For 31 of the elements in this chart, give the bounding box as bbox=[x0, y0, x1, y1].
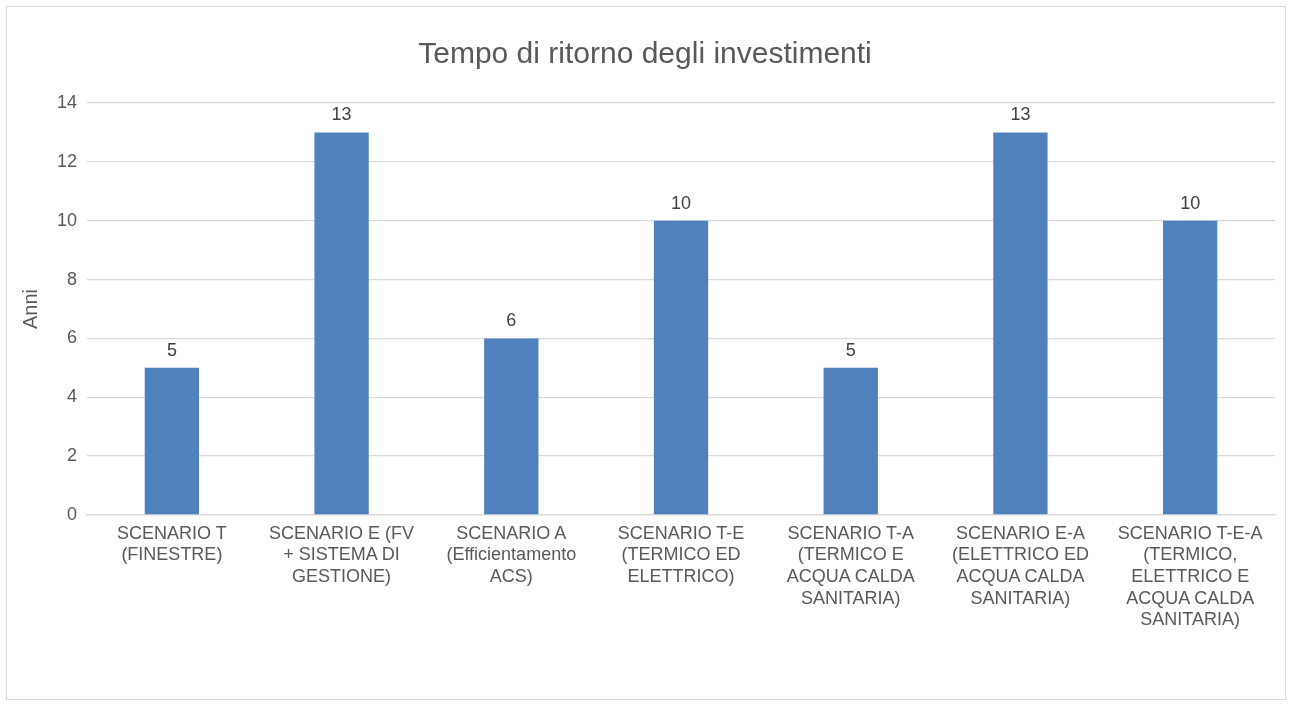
x-tick-label: SCENARIO A (Efficientamento ACS) bbox=[446, 522, 577, 586]
bar bbox=[314, 132, 369, 515]
y-tick-label: 10 bbox=[56, 209, 78, 230]
data-label: 13 bbox=[1010, 104, 1031, 125]
bar bbox=[144, 367, 200, 515]
data-label: 5 bbox=[845, 339, 856, 360]
chart-title: Tempo di ritorno degli investimenti bbox=[418, 36, 872, 70]
data-label: 10 bbox=[1180, 192, 1201, 213]
bar bbox=[823, 367, 878, 515]
bar bbox=[1162, 220, 1218, 515]
x-tick-label: SCENARIO T-A (TERMICO E ACQUA CALDA SANITARIA) bbox=[786, 522, 915, 608]
x-tick-label: SCENARIO E (FV + SISTEMA DI GESTIONE) bbox=[269, 522, 415, 586]
y-tick-label: 2 bbox=[67, 445, 78, 466]
x-tick-label: SCENARIO T-E-A (TERMICO, ELETTRICO E ACQUA CALDA SANITARIA) bbox=[1117, 522, 1263, 630]
data-label: 6 bbox=[506, 310, 517, 331]
data-label: 10 bbox=[671, 192, 692, 213]
data-label: 5 bbox=[166, 339, 177, 360]
x-tick-label: SCENARIO T-E (TERMICO ED ELETTRICO) bbox=[617, 522, 745, 586]
bar bbox=[653, 220, 709, 515]
y-tick-label: 12 bbox=[56, 150, 78, 171]
x-tick-label: SCENARIO T (FINESTRE) bbox=[117, 522, 227, 565]
bar bbox=[484, 338, 539, 515]
y-axis-title: Anni bbox=[18, 288, 41, 330]
x-tick-label: SCENARIO E-A (ELETTRICO ED ACQUA CALDA SANITARIA) bbox=[951, 522, 1089, 608]
data-label: 13 bbox=[331, 104, 352, 125]
y-tick-label: 6 bbox=[67, 327, 78, 348]
y-tick-label: 0 bbox=[67, 503, 78, 524]
y-tick-label: 4 bbox=[67, 386, 78, 407]
y-tick-label: 8 bbox=[67, 268, 78, 289]
y-tick-label: 14 bbox=[56, 91, 78, 112]
bar bbox=[993, 132, 1048, 515]
